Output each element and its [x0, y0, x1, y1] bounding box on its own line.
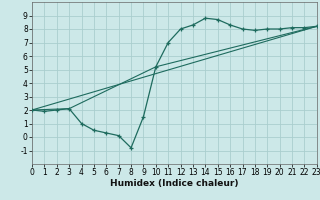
X-axis label: Humidex (Indice chaleur): Humidex (Indice chaleur) [110, 179, 239, 188]
